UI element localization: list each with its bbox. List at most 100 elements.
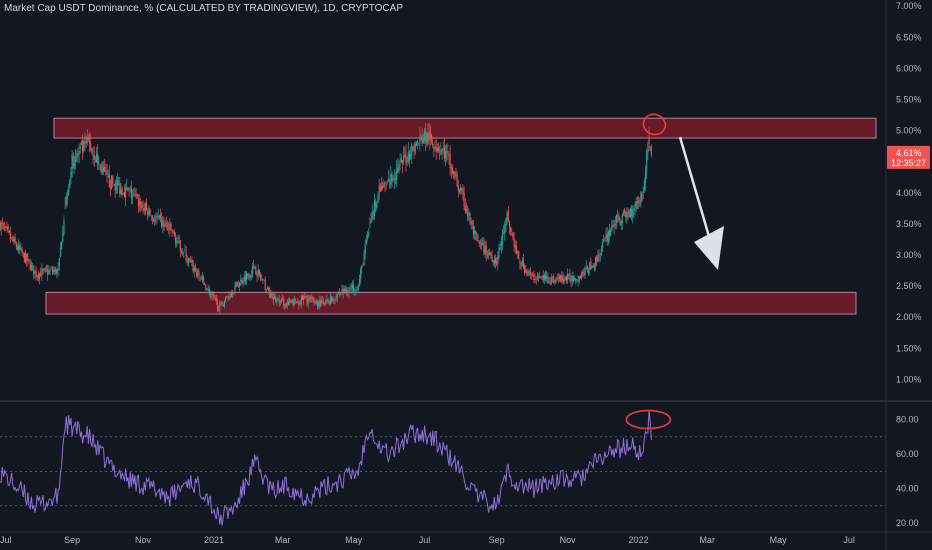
candle [518, 250, 520, 260]
candle [612, 219, 614, 229]
candle [617, 209, 619, 223]
candle [87, 134, 89, 142]
candle [521, 256, 523, 268]
candle [207, 284, 209, 294]
candle [84, 132, 86, 152]
candle [234, 281, 236, 296]
candle [406, 156, 408, 167]
candle [634, 201, 636, 215]
candle [429, 125, 431, 146]
candle [291, 299, 293, 304]
candle [405, 144, 407, 172]
candle [472, 219, 474, 240]
candle [165, 216, 167, 230]
candle [435, 137, 437, 160]
candle [178, 234, 180, 244]
price-tick-label: 6.00% [896, 63, 922, 73]
candle [91, 148, 93, 155]
candle [6, 221, 8, 233]
candle [348, 286, 350, 299]
candle [414, 141, 416, 155]
candle [175, 232, 177, 248]
candle [94, 155, 96, 163]
candle [372, 209, 374, 220]
candle [294, 298, 296, 305]
candle [182, 248, 184, 257]
candle [147, 208, 149, 221]
candle [113, 184, 115, 186]
candle [216, 298, 219, 313]
candle [219, 300, 221, 315]
candle [76, 150, 78, 163]
candle [628, 209, 630, 218]
candle [226, 295, 228, 298]
candle [560, 274, 562, 283]
candle [280, 297, 283, 304]
candle [450, 163, 452, 179]
candle [596, 255, 598, 267]
time-tick-label: Jul [0, 535, 12, 545]
candle [265, 288, 267, 294]
candle [625, 210, 627, 223]
candle [507, 206, 509, 223]
candle [421, 128, 423, 147]
candle [79, 142, 81, 154]
candle [339, 288, 341, 297]
candle [180, 247, 183, 255]
candle [424, 128, 426, 145]
candle [213, 292, 215, 300]
candle [236, 281, 238, 287]
candle [400, 153, 402, 164]
price-tick-label: 2.00% [896, 312, 922, 322]
candle [44, 266, 46, 273]
candle [283, 295, 285, 310]
candle [469, 211, 471, 225]
candles-layer [0, 123, 652, 315]
candle [122, 192, 124, 195]
candle [425, 123, 427, 151]
candle [526, 269, 528, 277]
candle [508, 220, 511, 235]
candle [356, 286, 358, 291]
candle [607, 229, 609, 245]
candle [407, 142, 409, 165]
candle [427, 123, 429, 145]
candle [463, 186, 465, 211]
candle [163, 216, 165, 232]
arrow-head [694, 226, 724, 270]
candle [380, 176, 383, 192]
candle [439, 145, 441, 161]
candle [35, 266, 37, 281]
candle [62, 225, 64, 244]
candle [378, 178, 380, 201]
candle [164, 219, 166, 228]
candle [404, 146, 406, 159]
candle [70, 167, 72, 185]
last-price-badge [887, 145, 930, 169]
candle [228, 291, 230, 301]
candle [206, 287, 208, 291]
candle [237, 280, 239, 288]
last-price-label: 4.61% [896, 148, 922, 158]
candle [540, 275, 542, 279]
candle [365, 234, 367, 246]
candle [461, 186, 463, 195]
candle [99, 164, 101, 171]
time-tick-label: Jul [843, 535, 855, 545]
candle [588, 267, 590, 276]
candle [600, 245, 602, 257]
candle [227, 295, 229, 302]
candle [105, 163, 107, 176]
candle [212, 290, 214, 301]
candle [594, 256, 597, 272]
candle [494, 254, 497, 269]
candle [542, 269, 544, 284]
chart-title: Market Cap USDT Dominance, % (CALCULATED… [4, 3, 403, 14]
candle [151, 214, 153, 225]
time-tick-label: Sep [489, 535, 505, 545]
candle [462, 184, 464, 201]
time-tick-label: Nov [560, 535, 577, 545]
candle [520, 262, 522, 271]
candle [186, 254, 188, 266]
